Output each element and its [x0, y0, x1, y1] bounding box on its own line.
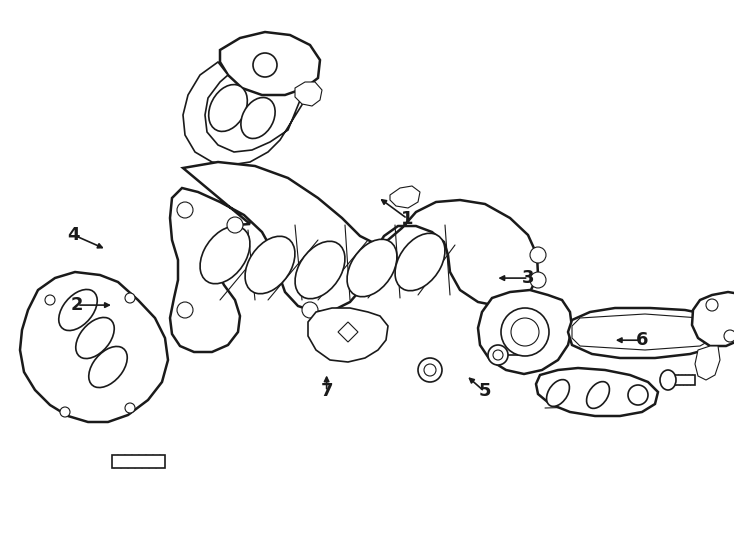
Ellipse shape	[208, 85, 247, 131]
Ellipse shape	[395, 233, 445, 291]
Polygon shape	[295, 82, 322, 106]
Ellipse shape	[200, 226, 250, 284]
Ellipse shape	[530, 247, 546, 263]
Ellipse shape	[125, 293, 135, 303]
Ellipse shape	[177, 302, 193, 318]
Ellipse shape	[706, 299, 718, 311]
Text: 6: 6	[636, 331, 649, 349]
Ellipse shape	[59, 289, 97, 330]
Ellipse shape	[501, 308, 549, 356]
Polygon shape	[220, 32, 320, 95]
Polygon shape	[692, 292, 734, 346]
Polygon shape	[170, 162, 538, 352]
Polygon shape	[338, 322, 358, 342]
Polygon shape	[20, 272, 168, 422]
Polygon shape	[308, 308, 388, 362]
Text: 2: 2	[70, 296, 84, 314]
Polygon shape	[390, 186, 420, 208]
Ellipse shape	[60, 407, 70, 417]
Text: 4: 4	[67, 226, 80, 244]
Ellipse shape	[89, 347, 127, 388]
Polygon shape	[572, 314, 714, 350]
Ellipse shape	[347, 239, 397, 296]
Ellipse shape	[125, 403, 135, 413]
Polygon shape	[695, 346, 720, 380]
Ellipse shape	[724, 330, 734, 342]
Polygon shape	[183, 62, 310, 165]
Polygon shape	[568, 308, 720, 358]
Ellipse shape	[547, 380, 570, 407]
Polygon shape	[112, 455, 165, 468]
Ellipse shape	[493, 350, 503, 360]
Text: 5: 5	[478, 382, 491, 401]
Ellipse shape	[418, 358, 442, 382]
Polygon shape	[536, 368, 658, 416]
Ellipse shape	[295, 241, 345, 299]
Ellipse shape	[530, 272, 546, 288]
Ellipse shape	[76, 318, 115, 359]
Ellipse shape	[45, 295, 55, 305]
Ellipse shape	[511, 318, 539, 346]
Text: 1: 1	[401, 210, 414, 228]
Ellipse shape	[628, 385, 648, 405]
Text: 7: 7	[320, 382, 333, 401]
Text: 3: 3	[522, 269, 535, 287]
Polygon shape	[672, 375, 695, 385]
Ellipse shape	[424, 364, 436, 376]
Polygon shape	[478, 290, 572, 374]
Ellipse shape	[241, 98, 275, 139]
Ellipse shape	[227, 217, 243, 233]
Ellipse shape	[245, 237, 295, 294]
Ellipse shape	[586, 382, 609, 408]
Ellipse shape	[253, 53, 277, 77]
Ellipse shape	[660, 370, 676, 390]
Ellipse shape	[488, 345, 508, 365]
Ellipse shape	[302, 302, 318, 318]
Ellipse shape	[177, 202, 193, 218]
